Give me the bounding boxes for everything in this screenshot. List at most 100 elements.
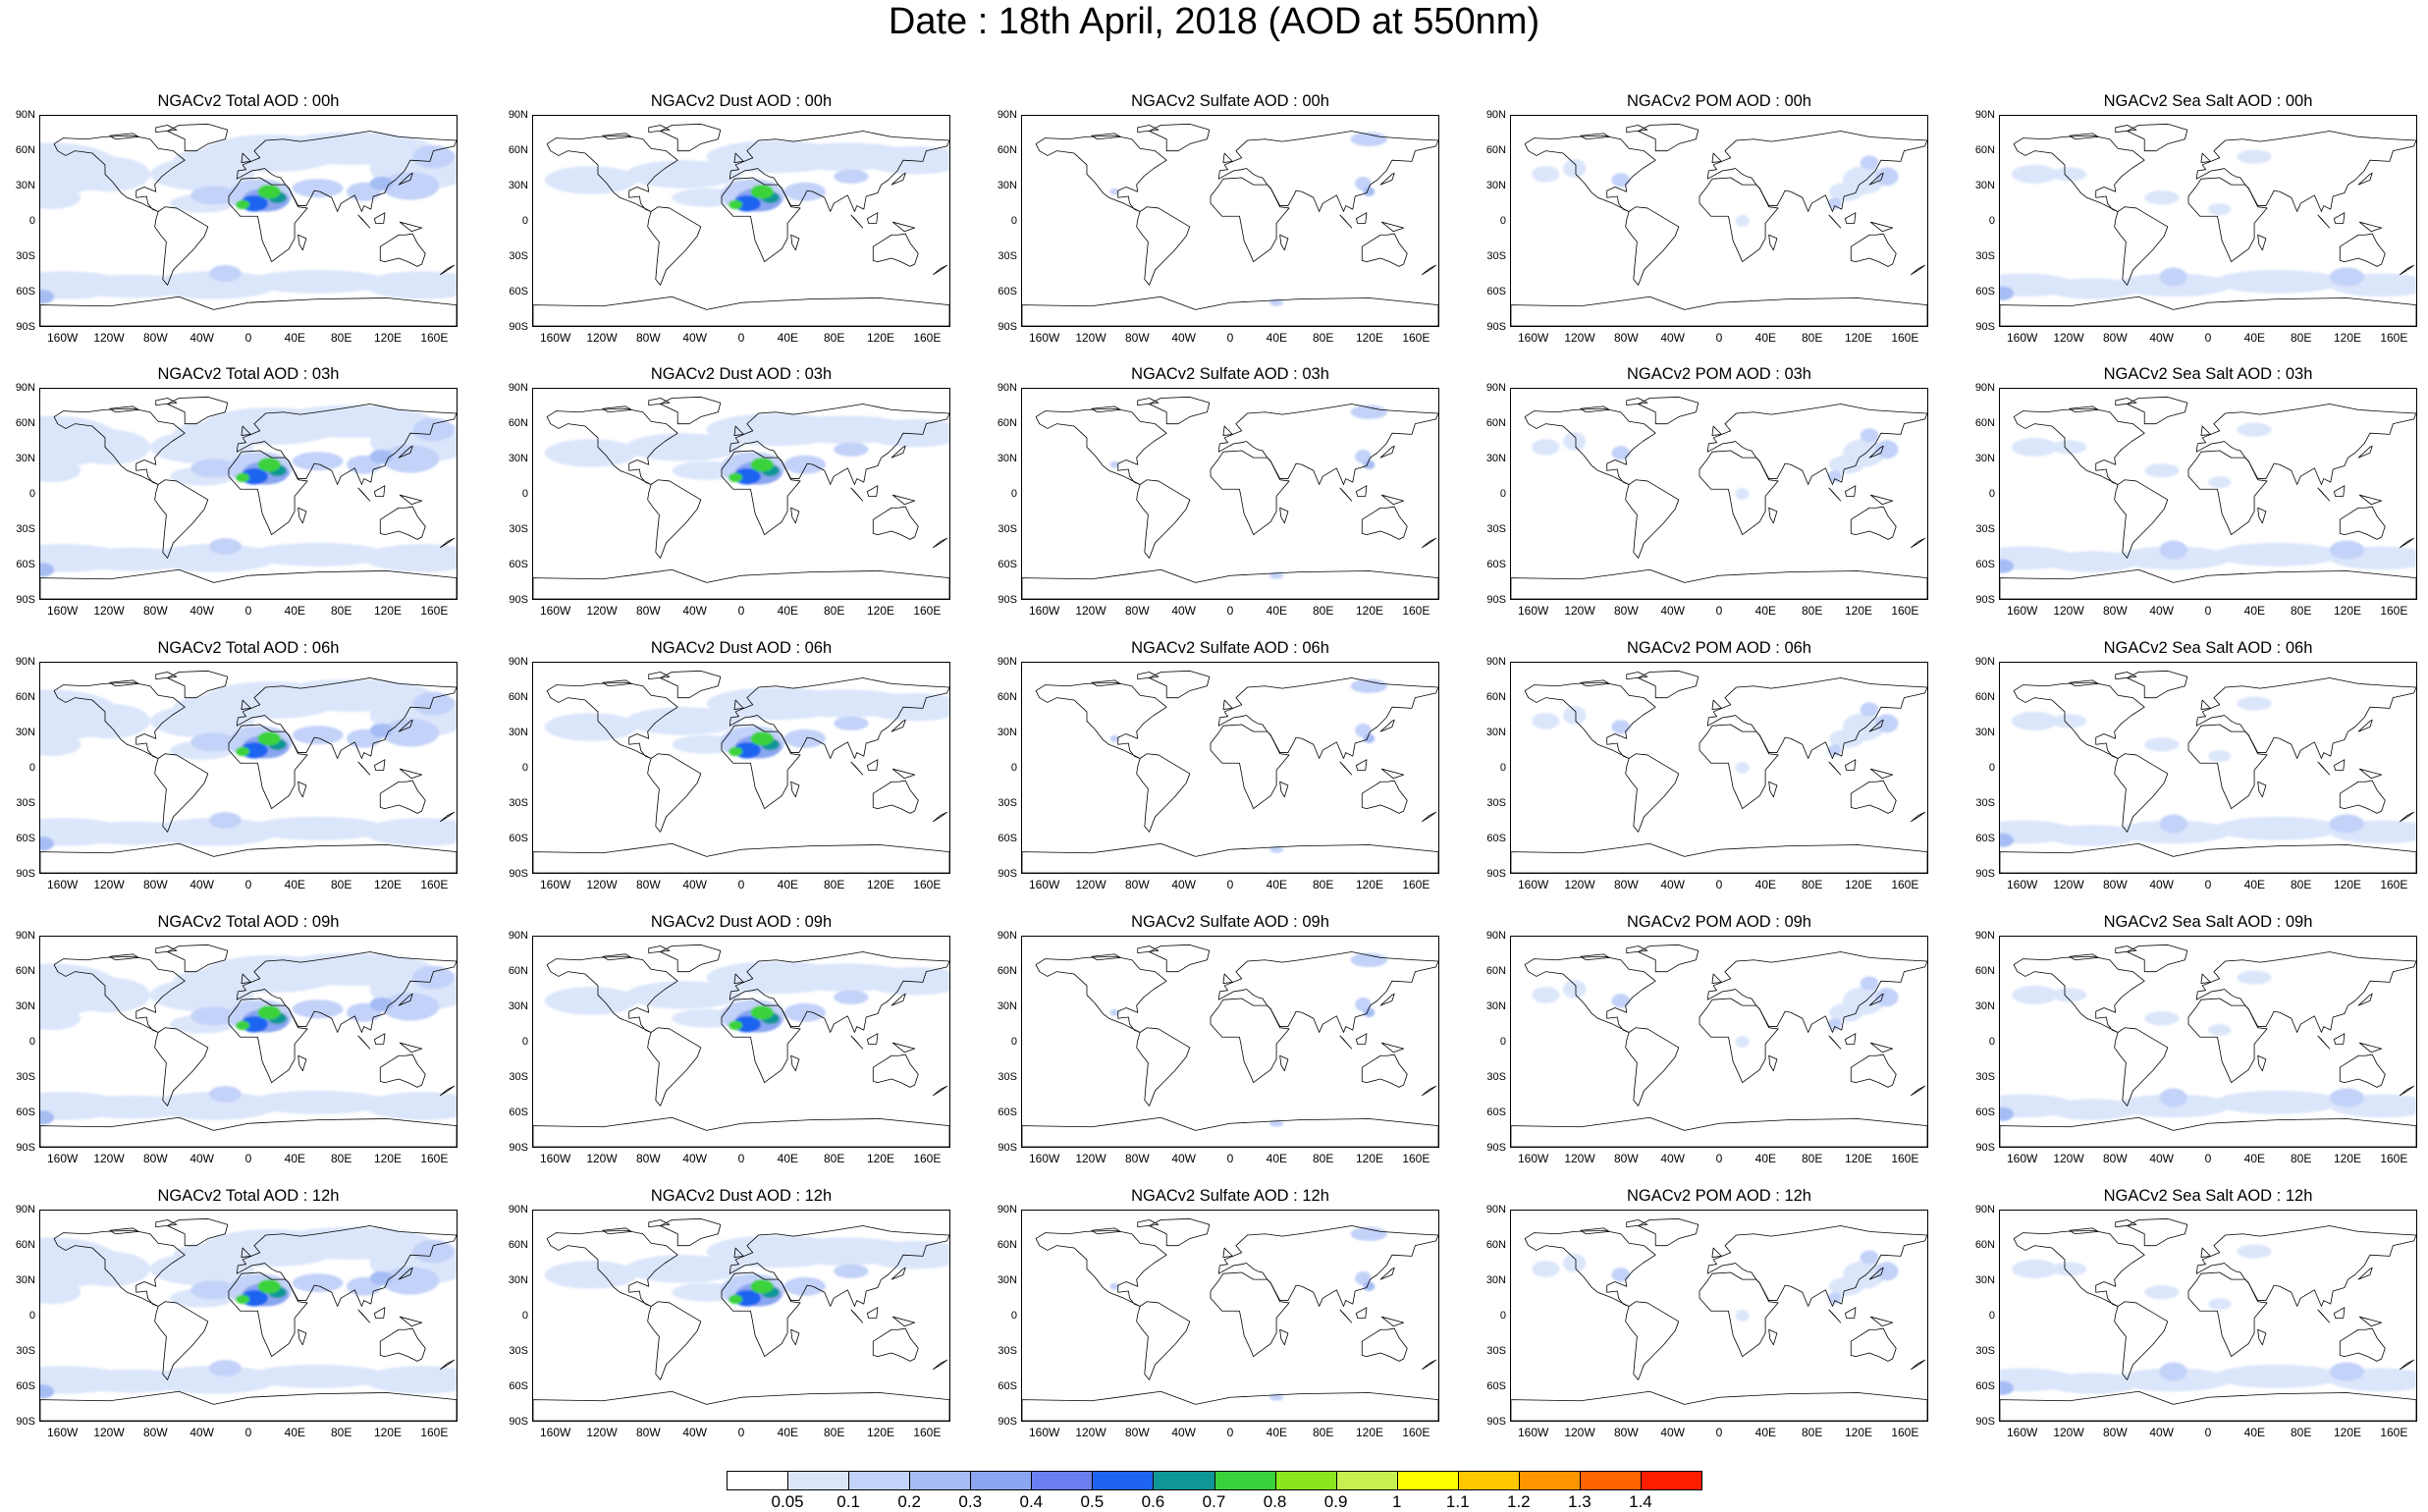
latitude-label: 30S — [16, 797, 35, 809]
coastline — [373, 1307, 386, 1319]
latitude-label: 30N — [997, 727, 1017, 738]
coastline — [1706, 131, 1927, 212]
aod-region — [1532, 439, 1560, 456]
aod-region — [1269, 1393, 1284, 1401]
longitude-label: 40W — [682, 331, 707, 345]
coastline — [398, 993, 413, 1006]
longitude-label: 120W — [1075, 1426, 1106, 1439]
coastline — [297, 1054, 307, 1072]
aod-region — [1875, 167, 1899, 187]
latitude-label: 0 — [1499, 1036, 1506, 1048]
longitude-label: 120W — [1564, 878, 1595, 891]
coastline — [1911, 264, 1926, 276]
aod-region — [40, 459, 81, 483]
latitude-label: 90S — [16, 321, 35, 333]
coastline — [1422, 264, 1437, 276]
colorbar-swatch — [970, 1471, 1033, 1490]
latitude-label: 30N — [15, 180, 35, 191]
latitude-label: 60N — [15, 417, 35, 429]
coastline — [790, 1328, 800, 1346]
latitude-label: 60N — [508, 691, 528, 703]
aod-region — [2329, 267, 2365, 287]
latitude-label: 60N — [1485, 691, 1506, 703]
latitude-label: 90S — [509, 1142, 528, 1154]
latitude-label: 90S — [1975, 1142, 1995, 1154]
coastline — [1380, 1316, 1405, 1327]
longitude-label: 160E — [913, 331, 942, 345]
longitude-label: 160E — [2380, 331, 2408, 345]
coastline — [866, 759, 879, 771]
aod-region — [40, 837, 55, 851]
colorbar-tick-label: 0.5 — [1080, 1492, 1105, 1511]
coastline — [1149, 670, 1211, 699]
latitude-label: 90N — [1485, 930, 1506, 942]
coastline — [1828, 487, 1842, 502]
longitude-label: 40E — [284, 604, 305, 618]
coastline — [1210, 450, 1290, 536]
longitude-label: 120W — [93, 1152, 125, 1165]
longitude-label: 40E — [2243, 878, 2265, 891]
latitude-label: 60S — [1975, 1107, 1995, 1118]
map-panel: NGACv2 Total AOD : 06h 90N 60N 30N 0 30S 60S 90… — [0, 635, 477, 906]
longitude-label: 160W — [539, 1426, 571, 1439]
longitude-label: 80E — [1312, 1426, 1334, 1439]
aod-region — [412, 144, 455, 169]
coastline — [297, 1328, 307, 1346]
aod-region — [625, 707, 741, 735]
longitude-label: 160W — [2006, 1152, 2038, 1165]
coastline — [2358, 1316, 2383, 1327]
aod-region — [2000, 1107, 2015, 1121]
longitude-label: 120E — [1844, 1426, 1873, 1439]
coastline — [228, 724, 308, 810]
aod-region — [2144, 463, 2180, 478]
longitude-label: 80E — [2290, 604, 2312, 618]
latitude-label: 30S — [509, 1345, 528, 1357]
latitude-label: 60N — [1485, 965, 1506, 977]
latitude-label: 90S — [509, 321, 528, 333]
coastline — [1706, 677, 1927, 759]
longitude-label: 40E — [1754, 604, 1776, 618]
latitude-label: 0 — [521, 215, 528, 227]
longitude-label: 160E — [420, 331, 449, 345]
latitude-label: 90S — [16, 1416, 35, 1428]
world-map — [1510, 1210, 1928, 1422]
map-panel: NGACv2 Sea Salt AOD : 09h 90N 60N 30N 0 30S 60… — [1960, 909, 2428, 1180]
longitude-label: 160E — [420, 604, 449, 618]
coastline — [399, 1042, 423, 1053]
coastline — [228, 1271, 308, 1358]
latitude-label: 60N — [997, 144, 1017, 156]
latitude-label: 0 — [1499, 488, 1506, 500]
map-panel: NGACv2 Sea Salt AOD : 06h 90N 60N 30N 0 30S 60… — [1960, 635, 2428, 906]
latitude-label: 60N — [15, 144, 35, 156]
latitude-label: 30S — [1975, 1071, 1995, 1083]
longitude-label: 120W — [2053, 1426, 2084, 1439]
aod-region — [2144, 1011, 2180, 1026]
longitude-label: 40W — [682, 1426, 707, 1439]
latitude-label: 0 — [28, 1310, 35, 1322]
longitude-label: 0 — [2204, 604, 2212, 618]
colorbar-swatch — [1214, 1471, 1276, 1490]
coastline — [1768, 1328, 1778, 1346]
coastline — [2195, 404, 2416, 485]
latitude-label: 30S — [509, 250, 528, 262]
longitude-label: 40W — [2149, 1426, 2174, 1439]
longitude-label: 120E — [1844, 878, 1873, 891]
panel-title: NGACv2 Dust AOD : 12h — [650, 1187, 833, 1205]
longitude-label: 120E — [373, 1152, 403, 1165]
coastline — [2114, 206, 2169, 286]
coastline — [850, 761, 864, 776]
coastline — [790, 1054, 800, 1072]
coastline — [1911, 1359, 1926, 1371]
latitude-label: 60N — [15, 1239, 35, 1251]
coastline — [440, 537, 456, 549]
panel-title: NGACv2 POM AOD : 06h — [1627, 639, 1811, 657]
latitude-label: 60N — [508, 417, 528, 429]
aod-region — [2000, 559, 2015, 573]
longitude-label: 80W — [142, 1152, 168, 1165]
latitude-label: 90S — [1486, 868, 1506, 880]
aod-region — [2237, 149, 2272, 164]
longitude-label: 40E — [284, 1426, 305, 1439]
coastline — [1711, 1247, 1722, 1258]
coastline — [721, 1271, 801, 1358]
